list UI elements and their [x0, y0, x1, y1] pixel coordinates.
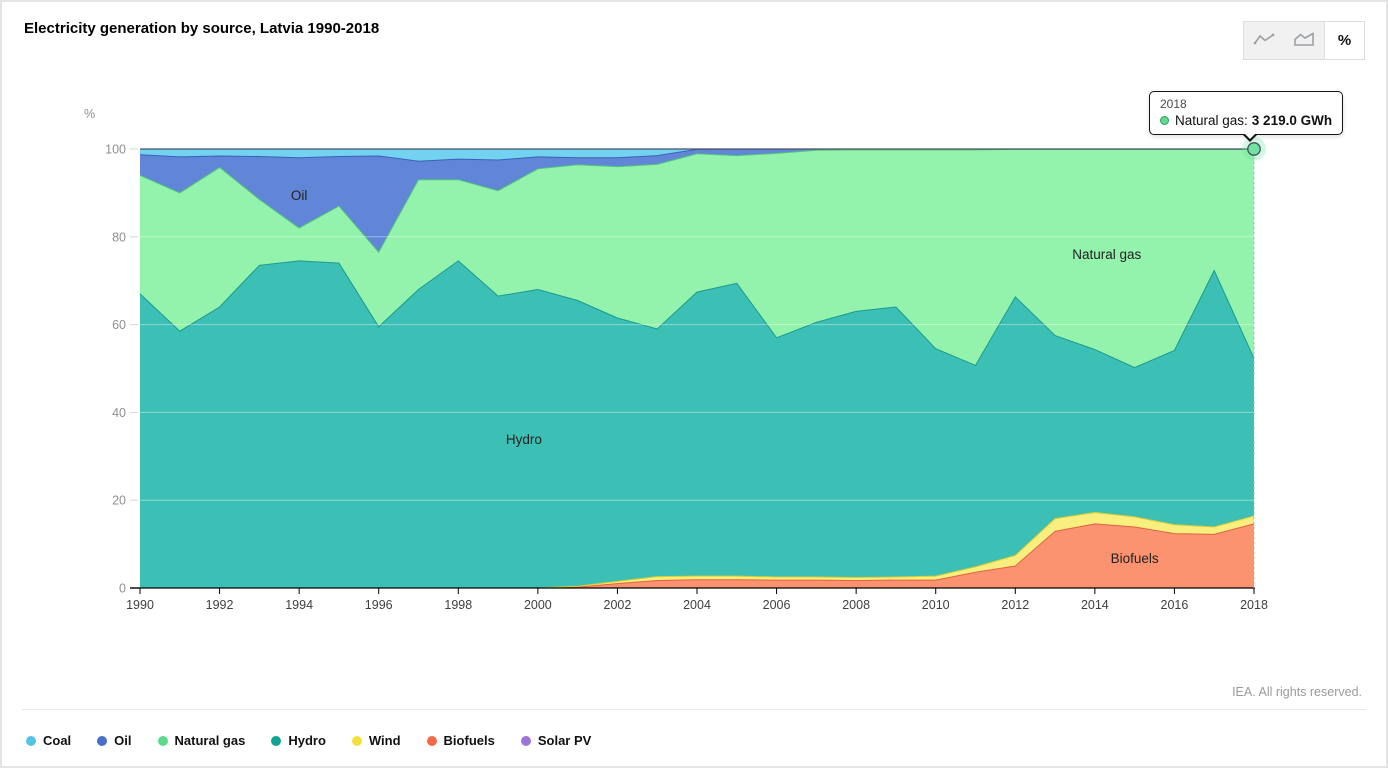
legend-item-coal[interactable]: Coal: [26, 733, 71, 748]
x-tick-label-2004: 2004: [683, 598, 711, 612]
area-label-oil: Oil: [291, 188, 308, 203]
area-label-hydro: Hydro: [506, 432, 542, 447]
legend-swatch-natural-gas: [157, 735, 168, 746]
x-tick-label-2010: 2010: [922, 598, 950, 612]
legend-swatch-coal: [26, 735, 36, 746]
tooltip-value: 3 219.0 GWh: [1251, 113, 1333, 128]
tooltip-series-dot: [1160, 116, 1169, 125]
legend-item-biofuels[interactable]: Biofuels: [426, 733, 495, 748]
legend-swatch-hydro: [271, 735, 282, 746]
legend-swatch-oil: [97, 735, 108, 746]
hover-marker[interactable]: [1247, 142, 1261, 156]
legend-label-biofuels: Biofuels: [443, 733, 495, 748]
y-tick-label-100: 100: [105, 143, 126, 157]
area-chart-button[interactable]: [1284, 22, 1324, 59]
chart-type-toolbar: %: [1243, 21, 1365, 60]
copyright-text: IEA. All rights reserved.: [1232, 685, 1362, 699]
legend-item-solar-pv[interactable]: Solar PV: [520, 733, 592, 748]
legend-item-oil[interactable]: Oil: [97, 733, 132, 748]
x-tick-label-2008: 2008: [842, 598, 870, 612]
area-biofuels[interactable]: [140, 523, 1254, 588]
tooltip-year: 2018: [1160, 97, 1187, 111]
percent-button[interactable]: %: [1324, 22, 1364, 59]
legend-swatch-solar-pv: [520, 735, 531, 746]
legend-swatch-wind: [351, 735, 362, 746]
area-wind[interactable]: [140, 512, 1254, 589]
chart-legend: Coal Oil Natural gas Hydro Wind Biofuels Solar…: [26, 733, 591, 748]
area-hydro[interactable]: [140, 260, 1254, 588]
tooltip-series-label: Natural gas:: [1175, 113, 1248, 128]
x-tick-label-2016: 2016: [1161, 598, 1189, 612]
area-label-natural-gas: Natural gas: [1072, 247, 1141, 262]
legend-label-wind: Wind: [368, 733, 401, 748]
line-chart-button[interactable]: [1244, 22, 1284, 59]
line-chart-icon: [1253, 31, 1275, 50]
x-tick-label-1994: 1994: [285, 598, 313, 612]
legend-swatch-biofuels: [426, 735, 437, 746]
x-tick-label-1990: 1990: [126, 598, 154, 612]
y-tick-label-80: 80: [112, 230, 126, 244]
x-tick-label-2012: 2012: [1001, 598, 1029, 612]
y-axis-unit-label: %: [84, 107, 95, 121]
legend-label-coal: Coal: [43, 733, 72, 748]
area-natural-gas[interactable]: [140, 149, 1254, 368]
x-tick-label-2018: 2018: [1240, 598, 1268, 612]
legend-item-natural-gas[interactable]: Natural gas: [157, 733, 246, 748]
area-chart-icon: [1293, 31, 1315, 50]
x-tick-label-2006: 2006: [763, 598, 791, 612]
legend-label-natural-gas: Natural gas: [174, 733, 246, 748]
x-tick-label-2000: 2000: [524, 598, 552, 612]
y-tick-label-40: 40: [112, 406, 126, 420]
x-tick-label-2002: 2002: [604, 598, 632, 612]
tooltip: 2018 Natural gas: 3 219.0 GWh: [1149, 91, 1344, 142]
footer-divider: [22, 709, 1366, 710]
y-tick-label-0: 0: [119, 582, 126, 596]
legend-label-hydro: Hydro: [288, 733, 326, 748]
area-oil[interactable]: [140, 149, 1254, 253]
x-tick-label-1996: 1996: [365, 598, 393, 612]
page-title: Electricity generation by source, Latvia…: [24, 20, 380, 37]
x-tick-label-2014: 2014: [1081, 598, 1109, 612]
legend-label-solar-pv: Solar PV: [537, 733, 592, 748]
percent-icon: %: [1337, 32, 1352, 49]
x-tick-label-1998: 1998: [444, 598, 472, 612]
legend-item-hydro[interactable]: Hydro: [271, 733, 326, 748]
area-coal[interactable]: [140, 149, 1254, 162]
y-tick-label-60: 60: [112, 318, 126, 332]
y-tick-label-20: 20: [112, 494, 126, 508]
area-border-hydro: [139, 260, 1255, 369]
x-tick-label-1992: 1992: [206, 598, 234, 612]
legend-label-oil: Oil: [114, 733, 132, 748]
area-label-biofuels: Biofuels: [1111, 551, 1159, 566]
legend-item-wind[interactable]: Wind: [351, 733, 401, 748]
